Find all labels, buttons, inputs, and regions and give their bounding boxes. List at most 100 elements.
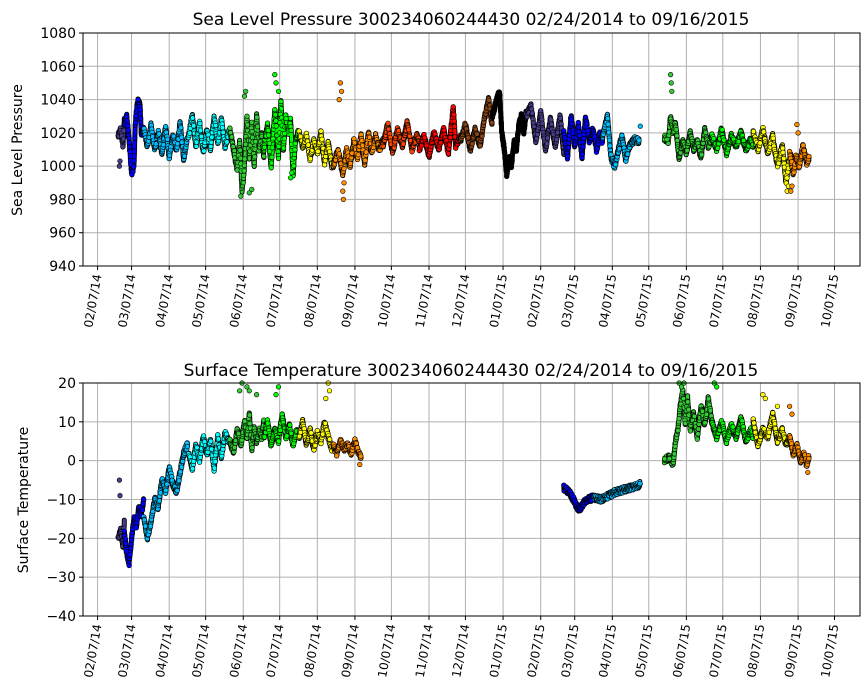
data-point — [801, 148, 807, 154]
data-point — [606, 137, 613, 143]
data-point — [249, 129, 255, 135]
data-point-outlier — [237, 388, 243, 394]
data-point — [190, 115, 196, 121]
y-tick-label: 1040 — [40, 93, 76, 109]
data-point — [395, 128, 402, 134]
y-tick-label: 980 — [49, 192, 76, 208]
data-point — [358, 453, 364, 459]
data-point-outlier — [339, 88, 345, 94]
data-point — [252, 139, 258, 145]
data-point — [674, 133, 680, 139]
data-point — [691, 413, 698, 420]
data-point — [513, 148, 520, 154]
data-point — [241, 168, 247, 174]
data-point — [278, 106, 285, 112]
data-point-outlier — [714, 384, 720, 390]
data-point — [227, 125, 233, 131]
data-point — [281, 136, 287, 142]
data-point — [348, 160, 354, 167]
data-point — [292, 141, 298, 147]
data-point — [191, 123, 197, 129]
data-point — [278, 98, 284, 105]
plot-frame — [82, 32, 861, 267]
data-point — [318, 128, 324, 134]
data-point — [201, 148, 207, 154]
y-tick-label: 1000 — [40, 159, 76, 175]
data-segment — [458, 95, 495, 154]
data-point — [576, 124, 582, 130]
data-point — [695, 426, 702, 432]
data-point — [529, 110, 535, 116]
data-point — [121, 528, 127, 534]
data-point — [287, 115, 294, 121]
data-point — [580, 144, 586, 150]
data-point — [719, 127, 725, 133]
data-point — [380, 143, 386, 149]
y-tick-label: −20 — [46, 531, 76, 547]
data-point-outlier — [326, 388, 333, 394]
data-point — [220, 129, 226, 135]
data-point — [521, 131, 527, 137]
data-point-outlier — [788, 188, 794, 194]
data-point-outlier — [246, 190, 252, 196]
data-point-outlier — [323, 395, 329, 402]
data-point — [780, 149, 786, 155]
data-point — [211, 465, 218, 471]
data-point — [131, 148, 138, 154]
data-point — [120, 136, 126, 142]
data-point — [267, 148, 273, 154]
data-point-outlier — [117, 158, 123, 164]
data-point — [273, 123, 279, 129]
data-point — [730, 424, 736, 430]
data-point-outlier — [774, 403, 781, 409]
data-point — [607, 143, 613, 149]
data-segment — [661, 380, 715, 468]
data-point — [784, 175, 790, 181]
data-point — [270, 136, 276, 142]
data-point — [254, 114, 260, 120]
data-point — [695, 431, 701, 437]
data-point — [288, 430, 294, 436]
data-segment — [561, 113, 606, 162]
data-point-outlier — [272, 71, 278, 78]
data-point-outlier — [669, 88, 675, 94]
data-point — [673, 127, 679, 133]
data-point-outlier — [340, 188, 346, 194]
data-point — [133, 120, 139, 126]
data-point — [307, 156, 314, 162]
data-segment — [227, 380, 267, 456]
data-segment — [261, 71, 301, 181]
data-point — [275, 148, 281, 155]
data-point — [770, 135, 776, 141]
data-point-outlier — [667, 71, 674, 78]
data-segment — [416, 104, 464, 160]
data-point — [276, 438, 282, 444]
data-point — [122, 536, 128, 542]
data-point — [766, 429, 772, 435]
data-point — [164, 136, 170, 142]
data-point — [249, 119, 255, 125]
data-point — [129, 537, 135, 543]
data-point — [262, 434, 268, 440]
data-segment — [380, 118, 422, 156]
data-point — [806, 455, 812, 462]
data-point — [197, 459, 203, 465]
y-tick-label: 0 — [67, 454, 76, 470]
y-tick-label: 1060 — [40, 59, 76, 75]
data-point — [312, 442, 318, 449]
data-point — [740, 137, 747, 144]
data-point — [680, 396, 687, 402]
data-point — [120, 144, 126, 150]
data-point — [579, 151, 585, 157]
data-point-outlier — [273, 392, 279, 398]
data-point — [498, 115, 504, 121]
data-point — [157, 490, 164, 496]
data-point — [486, 97, 492, 103]
data-point — [194, 139, 200, 145]
data-point — [282, 130, 288, 137]
data-point — [180, 458, 186, 465]
data-point-outlier — [246, 388, 252, 394]
data-point-outlier — [795, 130, 801, 136]
data-point — [132, 135, 138, 141]
data-point — [272, 112, 278, 118]
